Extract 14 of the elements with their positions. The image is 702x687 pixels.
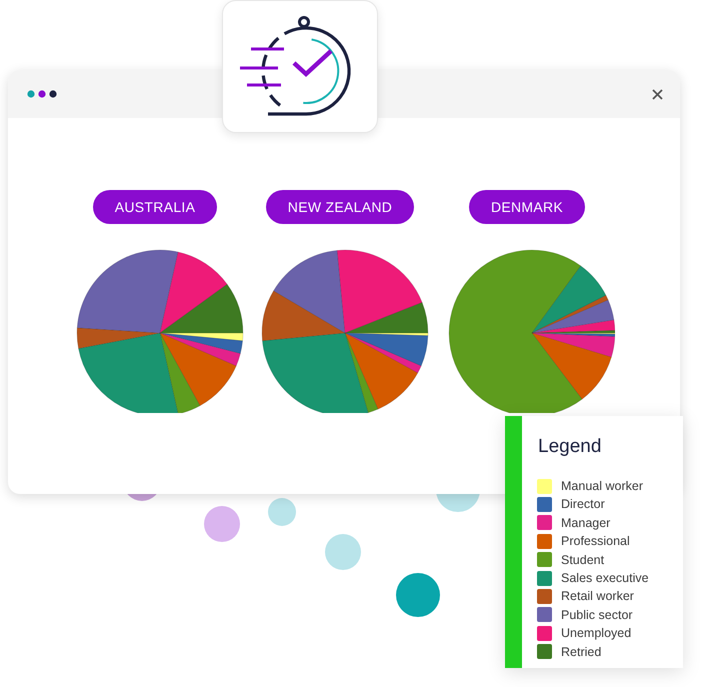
legend-label: Director [561,497,605,512]
slice-label: NEW ZEALAND [266,190,414,224]
slice-label: DENMARK [468,190,586,224]
legend-label: Student [561,552,604,567]
legend-label: Public sector [561,608,633,622]
legend-title: Legend [538,436,602,458]
legend-label: Manual worker [561,479,643,493]
legend-label: Manager [561,516,610,530]
slice-label: AUSTRALIA [92,190,218,224]
legend-label: Unemployed [561,626,632,640]
legend-label: Retried [561,644,602,659]
legend-label: Sales executive [561,571,649,585]
legend-label: Professional [561,534,630,548]
legend-label: Retail worker [561,589,634,604]
